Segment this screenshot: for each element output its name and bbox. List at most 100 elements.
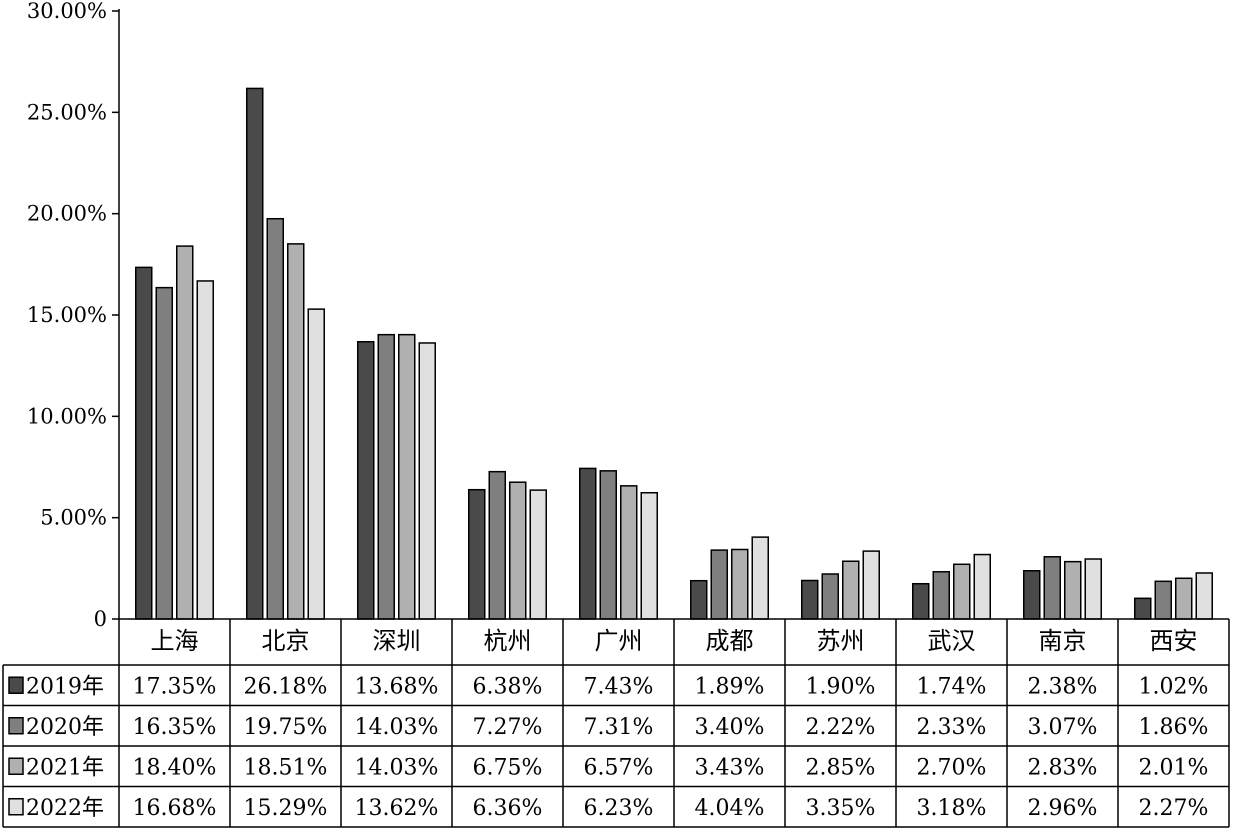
bar-上海-2021年 [176,245,194,620]
data-label: 18.51% [244,755,328,780]
legend-label: 2020年 [26,715,104,740]
category-label: 深圳 [373,627,421,655]
legend-label: 2021年 [26,755,104,780]
bar-南京-2021年 [1064,560,1082,620]
data-label: 3.18% [917,796,987,821]
bar-深圳-2021年 [398,333,416,620]
data-label: 1.74% [917,674,987,699]
data-label: 6.57% [584,755,654,780]
data-label: 6.23% [584,796,654,821]
data-label: 2.83% [1028,755,1098,780]
data-label: 14.03% [355,755,439,780]
data-label: 7.27% [473,715,543,740]
data-label: 2.27% [1139,796,1209,821]
bar-杭州-2020年 [488,470,506,620]
bar-成都-2021年 [731,548,749,620]
bar-广州-2019年 [579,467,597,620]
legend-key [8,798,24,816]
y-tick-label: 0 [94,607,107,631]
data-label: 1.90% [806,674,876,699]
bar-西安-2022年 [1195,572,1213,620]
y-tick-label: 5.00% [40,506,107,530]
category-label: 南京 [1039,627,1087,655]
category-label: 广州 [595,627,643,655]
bar-苏州-2020年 [821,573,839,620]
bar-北京-2021年 [287,243,305,620]
data-label: 3.40% [695,715,765,740]
category-label: 杭州 [484,627,532,655]
data-label: 2.70% [917,755,987,780]
bar-成都-2019年 [690,579,708,620]
data-label: 3.07% [1028,715,1098,740]
category-label: 上海 [151,627,199,655]
bar-成都-2022年 [751,536,769,620]
data-label: 13.62% [355,796,439,821]
data-label: 16.68% [133,796,217,821]
data-label: 2.01% [1139,755,1209,780]
bar-西安-2021年 [1175,577,1193,620]
data-label: 6.36% [473,796,543,821]
category-label: 武汉 [928,627,976,655]
data-label: 1.86% [1139,715,1209,740]
legend-key [8,757,24,775]
bar-南京-2019年 [1023,570,1041,620]
bar-上海-2020年 [155,286,173,620]
legend-label: 2019年 [26,674,104,699]
bar-杭州-2021年 [509,481,527,620]
bar-苏州-2019年 [801,579,819,620]
data-label: 7.31% [584,715,654,740]
data-label: 3.43% [695,755,765,780]
bar-深圳-2022年 [418,342,436,620]
bar-武汉-2022年 [973,553,991,620]
bar-成都-2020年 [710,549,728,620]
legend-key [8,717,24,735]
bar-西安-2019年 [1134,597,1152,620]
bar-南京-2022年 [1084,558,1102,620]
data-label: 13.68% [355,674,439,699]
bar-杭州-2022年 [529,489,547,620]
data-label: 3.35% [806,796,876,821]
legend-key [8,676,24,694]
bar-武汉-2021年 [953,563,971,620]
category-label: 苏州 [817,627,865,655]
data-label: 18.40% [133,755,217,780]
bar-武汉-2019年 [912,582,930,620]
bar-杭州-2019年 [468,488,486,620]
y-tick-label: 25.00% [27,100,107,124]
y-tick-label: 15.00% [27,303,107,327]
y-tick-label: 20.00% [27,202,107,226]
bar-上海-2019年 [135,266,153,620]
category-label: 北京 [262,627,310,655]
data-label: 17.35% [133,674,217,699]
data-label: 15.29% [244,796,328,821]
bar-上海-2022年 [196,280,214,620]
bar-深圳-2020年 [377,333,395,620]
data-label: 6.38% [473,674,543,699]
bar-北京-2022年 [307,308,325,620]
bar-苏州-2022年 [862,550,880,620]
data-label: 2.38% [1028,674,1098,699]
category-label: 成都 [706,627,754,655]
y-tick-label: 30.00% [27,0,107,23]
legend-label: 2022年 [26,796,104,821]
data-label: 4.04% [695,796,765,821]
data-label: 2.22% [806,715,876,740]
bar-北京-2019年 [246,87,264,620]
data-label: 1.02% [1139,674,1209,699]
bar-武汉-2020年 [932,571,950,620]
data-label: 14.03% [355,715,439,740]
data-label: 6.75% [473,755,543,780]
bar-深圳-2019年 [357,341,375,620]
data-label: 2.33% [917,715,987,740]
bar-西安-2020年 [1154,580,1172,620]
category-label: 西安 [1150,627,1198,655]
bar-北京-2020年 [266,217,284,620]
bar-广州-2020年 [599,470,617,620]
data-label: 19.75% [244,715,328,740]
bar-广州-2022年 [640,491,658,620]
data-label: 1.89% [695,674,765,699]
y-tick-label: 10.00% [27,404,107,428]
data-label: 2.96% [1028,796,1098,821]
bar-广州-2021年 [620,485,638,620]
data-label: 16.35% [133,715,217,740]
